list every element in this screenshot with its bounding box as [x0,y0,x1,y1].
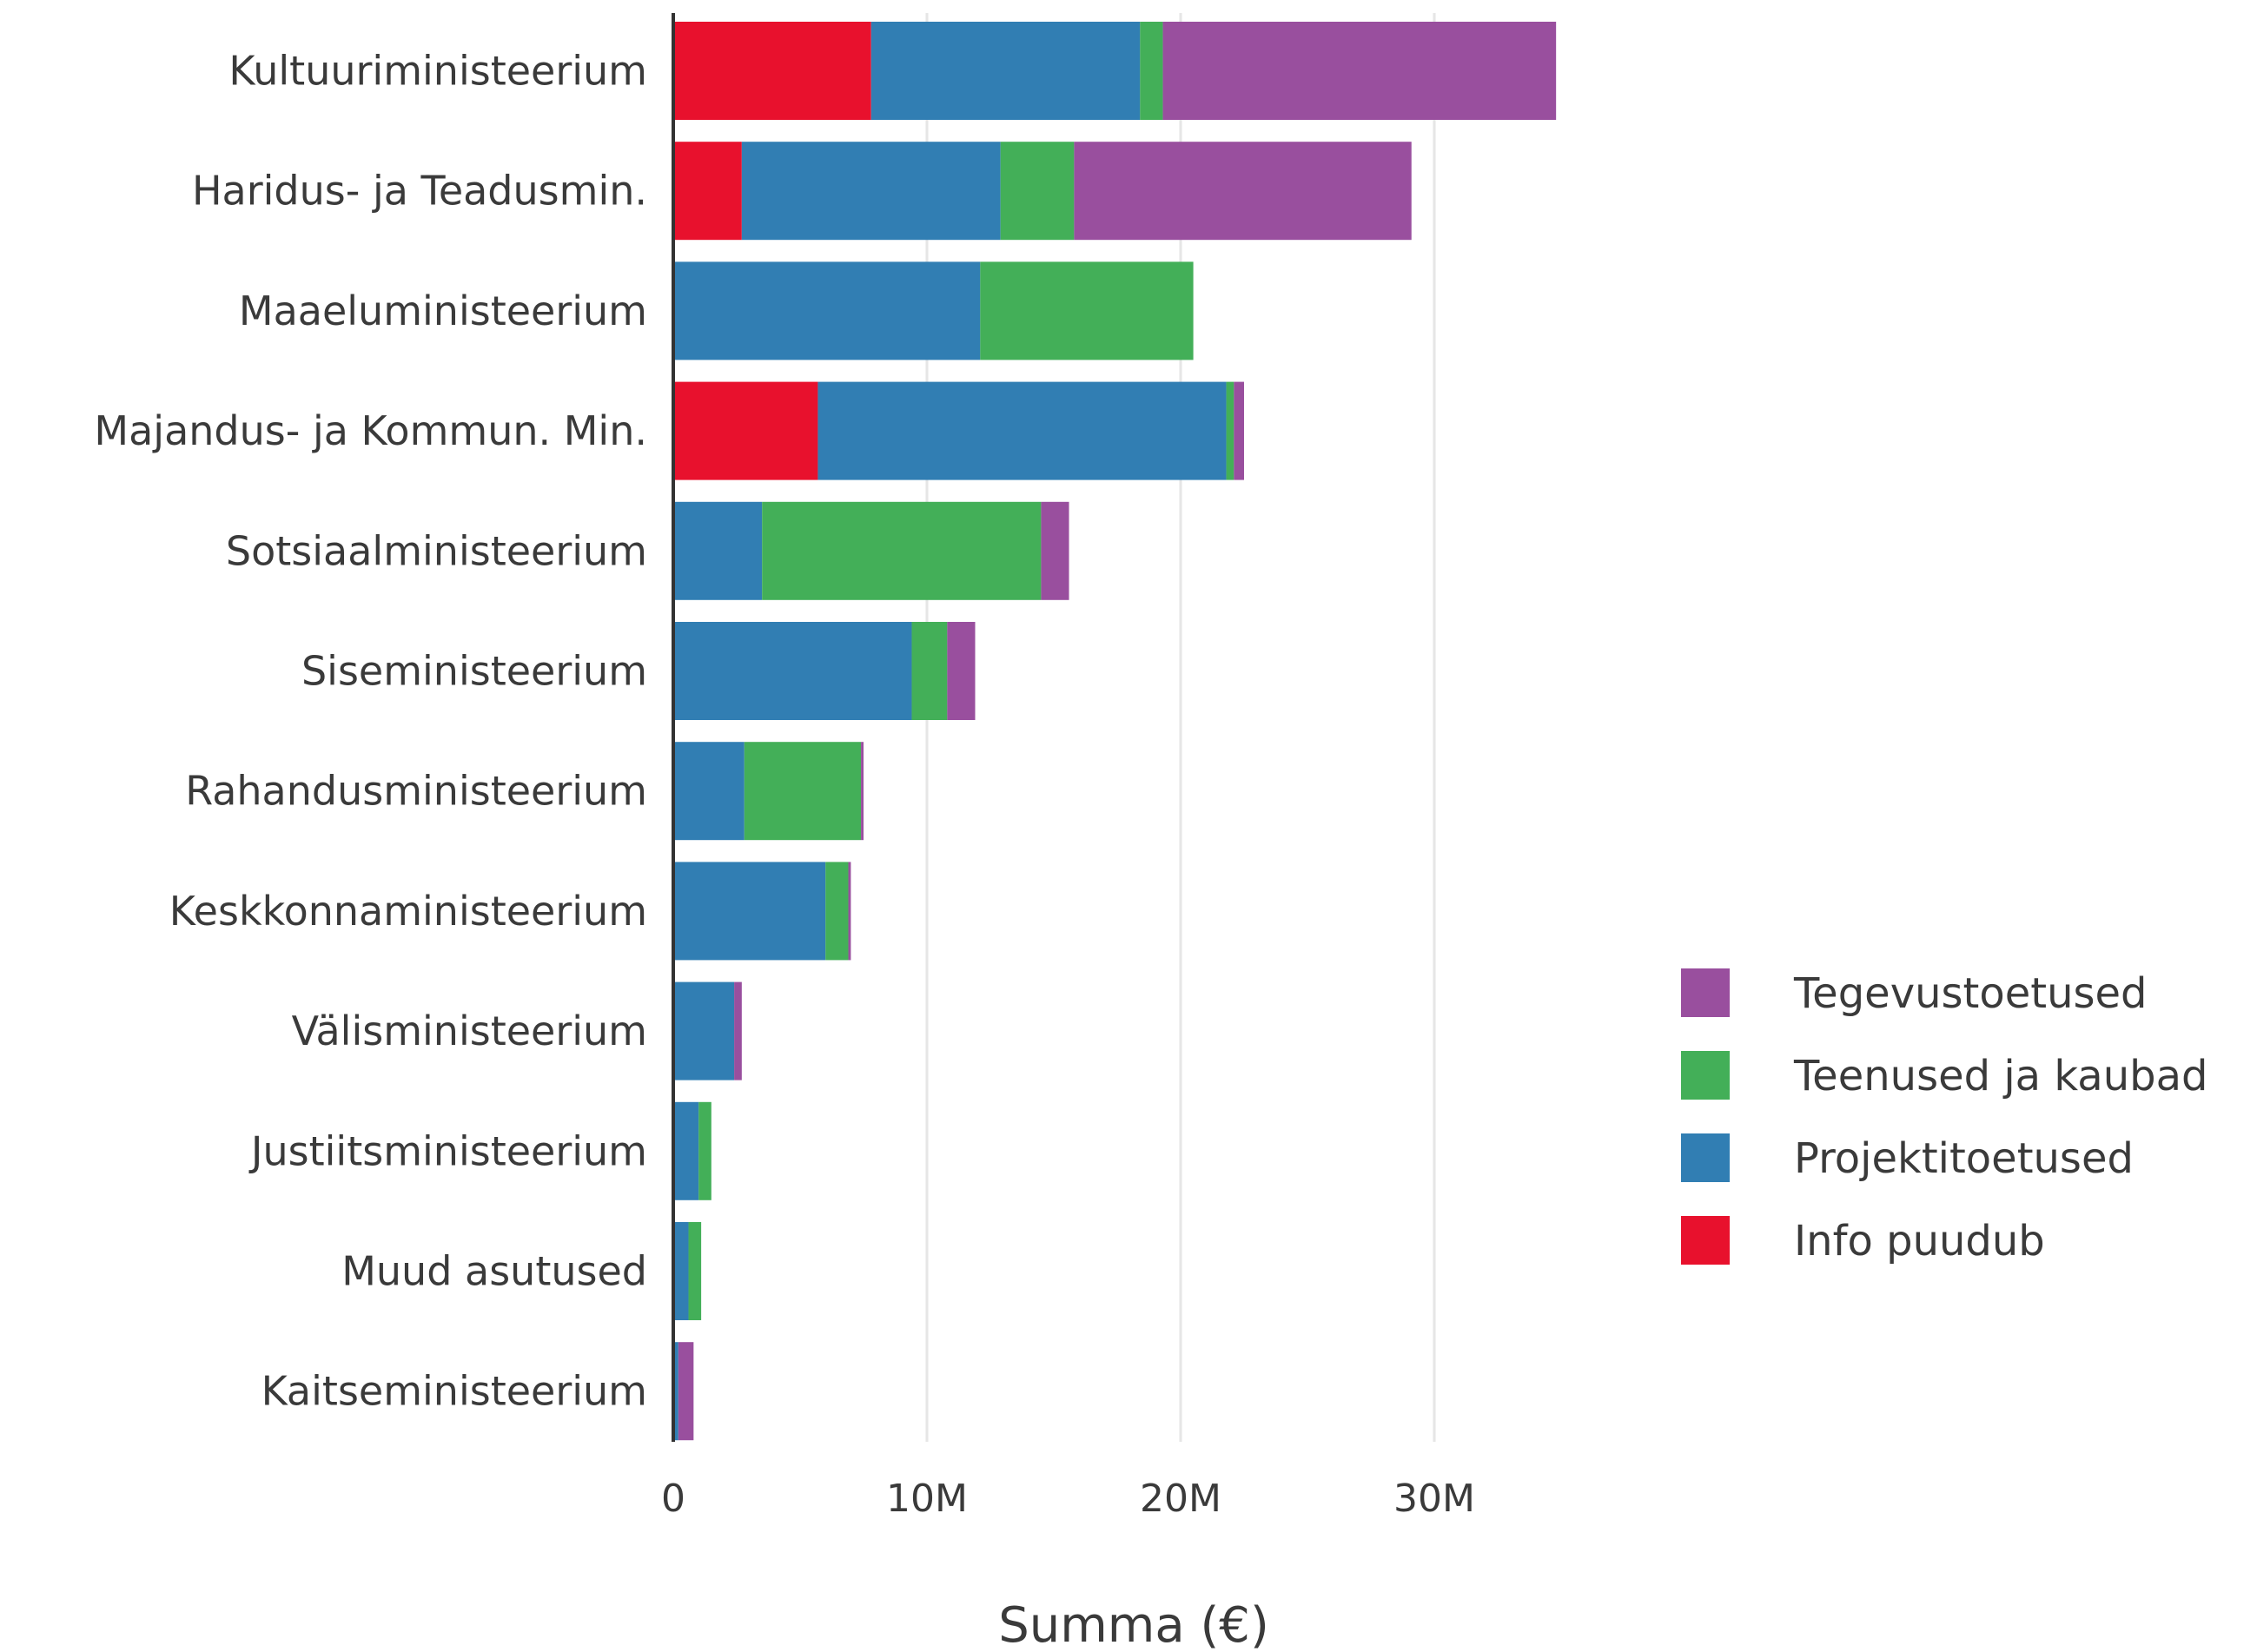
bar-valisministeerium-projektitoetused[interactable] [673,981,735,1080]
category-labels: Kultuuriministeerium Haridus- ja Teadusmi… [94,48,647,1415]
bar-keskkonnaministeerium-teenused-ja-kaubad[interactable] [825,862,849,961]
bar-kultuuriministeerium-teenused-ja-kaubad[interactable] [1140,22,1163,120]
legend-item-info-puudub[interactable]: Info puudub [1681,1216,2045,1265]
bar-majandus-ja-kommun-min-tegevustoetused[interactable] [1234,381,1244,480]
bar-valisministeerium-tegevustoetused[interactable] [734,981,742,1080]
bar-majandus-ja-kommun-min-teenused-ja-kaubad[interactable] [1226,381,1234,480]
bar-kultuuriministeerium-projektitoetused[interactable] [870,22,1141,120]
bar-haridus-ja-teadusmin-projektitoetused[interactable] [741,142,1001,241]
category-label-rahandusministeerium: Rahandusministeerium [185,768,647,815]
x-tick-label-10m: 10M [886,1477,968,1521]
category-label-keskkonnaministeerium: Keskkonnaministeerium [169,888,647,935]
bar-rahandusministeerium-teenused-ja-kaubad[interactable] [744,742,862,841]
bars [673,22,1557,1441]
bar-rahandusministeerium-projektitoetused[interactable] [673,742,745,841]
bar-muud-asutused-projektitoetused[interactable] [673,1222,689,1320]
bar-siseministeerium-teenused-ja-kaubad[interactable] [911,622,948,720]
bar-justiitsministeerium-projektitoetused[interactable] [673,1101,699,1200]
bar-majandus-ja-kommun-min-info-puudub[interactable] [673,381,818,480]
legend-swatch-tegevustoetused [1681,968,1730,1017]
category-label-justiitsministeerium: Justiitsministeerium [248,1127,647,1174]
bar-kultuuriministeerium-tegevustoetused[interactable] [1162,22,1557,120]
legend-item-teenused-ja-kaubad[interactable]: Teenused ja kaubad [1681,1051,2207,1100]
x-tick-labels: 0 10M 20M 30M [661,1477,1475,1521]
bar-keskkonnaministeerium-tegevustoetused[interactable] [848,862,851,961]
legend: Tegevustoetused Teenused ja kaubad Projekt… [1681,968,2207,1265]
legend-label-teenused-ja-kaubad: Teenused ja kaubad [1793,1052,2207,1100]
category-label-valisministeerium: Välisministeerium [292,1008,647,1054]
bar-siseministeerium-tegevustoetused[interactable] [947,622,976,720]
bar-kaitseministeerium-projektitoetused[interactable] [673,1342,678,1441]
bar-haridus-ja-teadusmin-tegevustoetused[interactable] [1074,142,1412,241]
bar-keskkonnaministeerium-projektitoetused[interactable] [673,862,826,961]
bar-maaeluministeerium-teenused-ja-kaubad[interactable] [980,261,1194,360]
category-label-muud-asutused: Muud asutused [341,1248,647,1295]
category-label-sotsiaalministeerium: Sotsiaalministeerium [226,527,647,574]
bar-justiitsministeerium-teenused-ja-kaubad[interactable] [698,1101,712,1200]
x-tick-label-20m: 20M [1140,1477,1221,1521]
bar-haridus-ja-teadusmin-info-puudub[interactable] [673,142,742,241]
bar-sotsiaalministeerium-tegevustoetused[interactable] [1041,501,1069,600]
bar-muud-asutused-teenused-ja-kaubad[interactable] [688,1222,702,1320]
category-label-siseministeerium: Siseministeerium [301,648,647,695]
bar-kultuuriministeerium-info-puudub[interactable] [673,22,871,120]
legend-label-tegevustoetused: Tegevustoetused [1793,969,2148,1018]
x-tick-label-30m: 30M [1393,1477,1475,1521]
category-label-kultuuriministeerium: Kultuuriministeerium [228,48,647,95]
legend-swatch-info-puudub [1681,1216,1730,1265]
legend-label-projektitoetused: Projektitoetused [1794,1134,2134,1183]
category-label-maaeluministeerium: Maaeluministeerium [239,287,647,334]
category-label-haridus-ja-teadusmin: Haridus- ja Teadusmin. [192,168,647,215]
legend-item-tegevustoetused[interactable]: Tegevustoetused [1681,968,2148,1018]
x-axis-title: Summa (€) [998,1597,1269,1652]
bar-kaitseministeerium-tegevustoetused[interactable] [678,1342,694,1441]
bar-haridus-ja-teadusmin-teenused-ja-kaubad[interactable] [1000,142,1075,241]
bar-maaeluministeerium-projektitoetused[interactable] [673,261,981,360]
x-tick-label-0: 0 [661,1477,685,1521]
legend-item-projektitoetused[interactable]: Projektitoetused [1681,1133,2134,1183]
bar-sotsiaalministeerium-teenused-ja-kaubad[interactable] [762,501,1042,600]
category-label-majandus-ja-kommun-min: Majandus- ja Kommun. Min. [94,407,647,454]
gridlines [925,13,1436,1442]
legend-swatch-projektitoetused [1681,1133,1730,1182]
legend-swatch-teenused-ja-kaubad [1681,1051,1730,1100]
bar-sotsiaalministeerium-projektitoetused[interactable] [673,501,763,600]
legend-label-info-puudub: Info puudub [1794,1217,2045,1265]
bar-siseministeerium-projektitoetused[interactable] [673,622,912,720]
category-label-kaitseministeerium: Kaitseministeerium [261,1368,647,1415]
bar-majandus-ja-kommun-min-projektitoetused[interactable] [817,381,1227,480]
bar-rahandusministeerium-tegevustoetused[interactable] [861,742,864,841]
